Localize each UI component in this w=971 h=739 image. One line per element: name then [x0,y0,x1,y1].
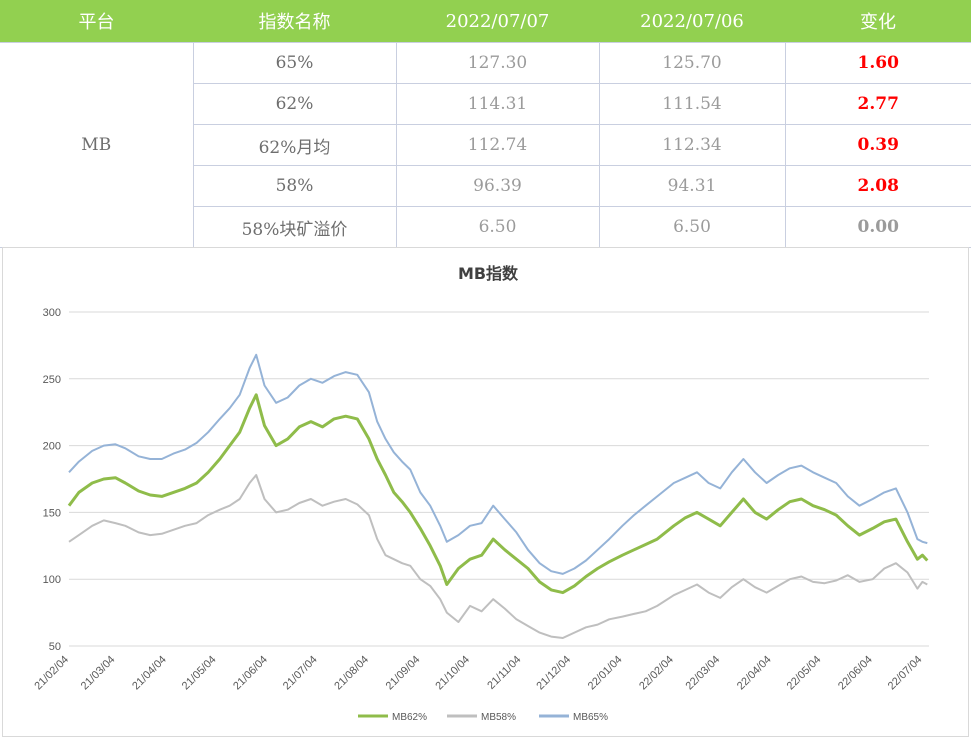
current-value-cell: 127.30 [395,42,600,84]
table-row: MB 65% 127.30 125.70 1.60 [0,42,971,248]
x-tick-label: 21/05/04 [180,654,219,693]
y-tick-label: 50 [49,641,61,653]
x-tick-label: 22/07/04 [886,654,925,693]
x-tick-label: 22/04/04 [735,654,774,693]
series-line-mb62 [67,393,929,595]
x-tick-label: 21/08/04 [332,654,371,693]
index-name-cell: 58% [192,165,397,207]
platform-cell: MB [0,42,194,248]
x-tick-label: 21/02/04 [32,654,71,693]
chart-series [67,353,929,639]
current-value-cell: 112.74 [395,124,600,166]
header-index-name: 指数名称 [193,0,396,43]
change-cell: 0.00 [784,206,971,248]
index-name-cell: 58%块矿溢价 [192,206,397,248]
previous-value-cell: 112.34 [598,124,786,166]
x-tick-label: 22/03/04 [684,654,723,693]
header-date-current: 2022/07/07 [396,0,599,43]
current-value-cell: 96.39 [395,165,600,207]
x-tick-label: 21/11/04 [485,654,523,692]
current-value-cell: 6.50 [395,206,600,248]
previous-value-cell: 6.50 [598,206,786,248]
index-name-cell: 62% [192,83,397,125]
table-row: 62% 114.31 111.54 2.77 [0,83,971,125]
x-tick-label: 22/06/04 [836,654,875,693]
index-name-cell: 62%月均 [192,124,397,166]
legend-label: MB65% [573,712,608,723]
series-line-mb58 [68,474,928,639]
x-tick-label: 22/05/04 [785,654,824,693]
x-tick-label: 21/07/04 [281,654,320,693]
y-tick-label: 150 [43,507,61,519]
change-cell: 2.08 [784,165,971,207]
change-cell: 1.60 [784,42,971,84]
header-date-previous: 2022/07/06 [599,0,785,43]
previous-value-cell: 125.70 [598,42,786,84]
y-tick-label: 300 [43,307,61,319]
chart-gridlines [69,311,929,647]
x-tick-label: 22/01/04 [586,654,625,693]
x-tick-label: 21/09/04 [384,654,423,693]
y-axis-ticks: 50 100 150 200 250 300 [43,307,61,653]
mb-index-chart-panel: MB指数 50 100 150 200 250 300 21/02/04 21/03/04 2… [2,247,969,737]
change-cell: 0.39 [784,124,971,166]
x-tick-label: 21/04/04 [130,654,169,693]
price-table: 平台 指数名称 2022/07/07 2022/07/06 变化 MB 65% … [0,0,971,248]
y-tick-label: 250 [43,374,61,386]
x-tick-label: 21/12/04 [534,654,573,693]
header-change: 变化 [785,0,971,43]
header-platform: 平台 [0,0,193,43]
chart-title: MB指数 [458,264,519,283]
x-tick-label: 21/06/04 [231,654,270,693]
current-value-cell: 114.31 [395,83,600,125]
table-row: 58%块矿溢价 6.50 6.50 0.00 [0,206,971,248]
previous-value-cell: 111.54 [598,83,786,125]
series-line-mb65 [68,353,928,575]
index-name-cell: 65% [192,42,397,84]
change-cell: 2.77 [784,83,971,125]
y-tick-label: 200 [43,441,61,453]
x-tick-label: 22/02/04 [637,654,676,693]
table-header-row: 平台 指数名称 2022/07/07 2022/07/06 变化 [0,0,971,43]
previous-value-cell: 94.31 [598,165,786,207]
legend-label: MB58% [481,712,516,723]
x-axis-ticks: 21/02/04 21/03/04 21/04/04 21/05/04 21/06/04… [32,654,924,693]
x-tick-label: 21/03/04 [79,654,118,693]
y-tick-label: 100 [43,574,61,586]
x-tick-label: 21/10/04 [433,654,472,693]
legend-label: MB62% [392,712,427,723]
chart-legend: MB62% MB58% MB65% [358,712,608,723]
